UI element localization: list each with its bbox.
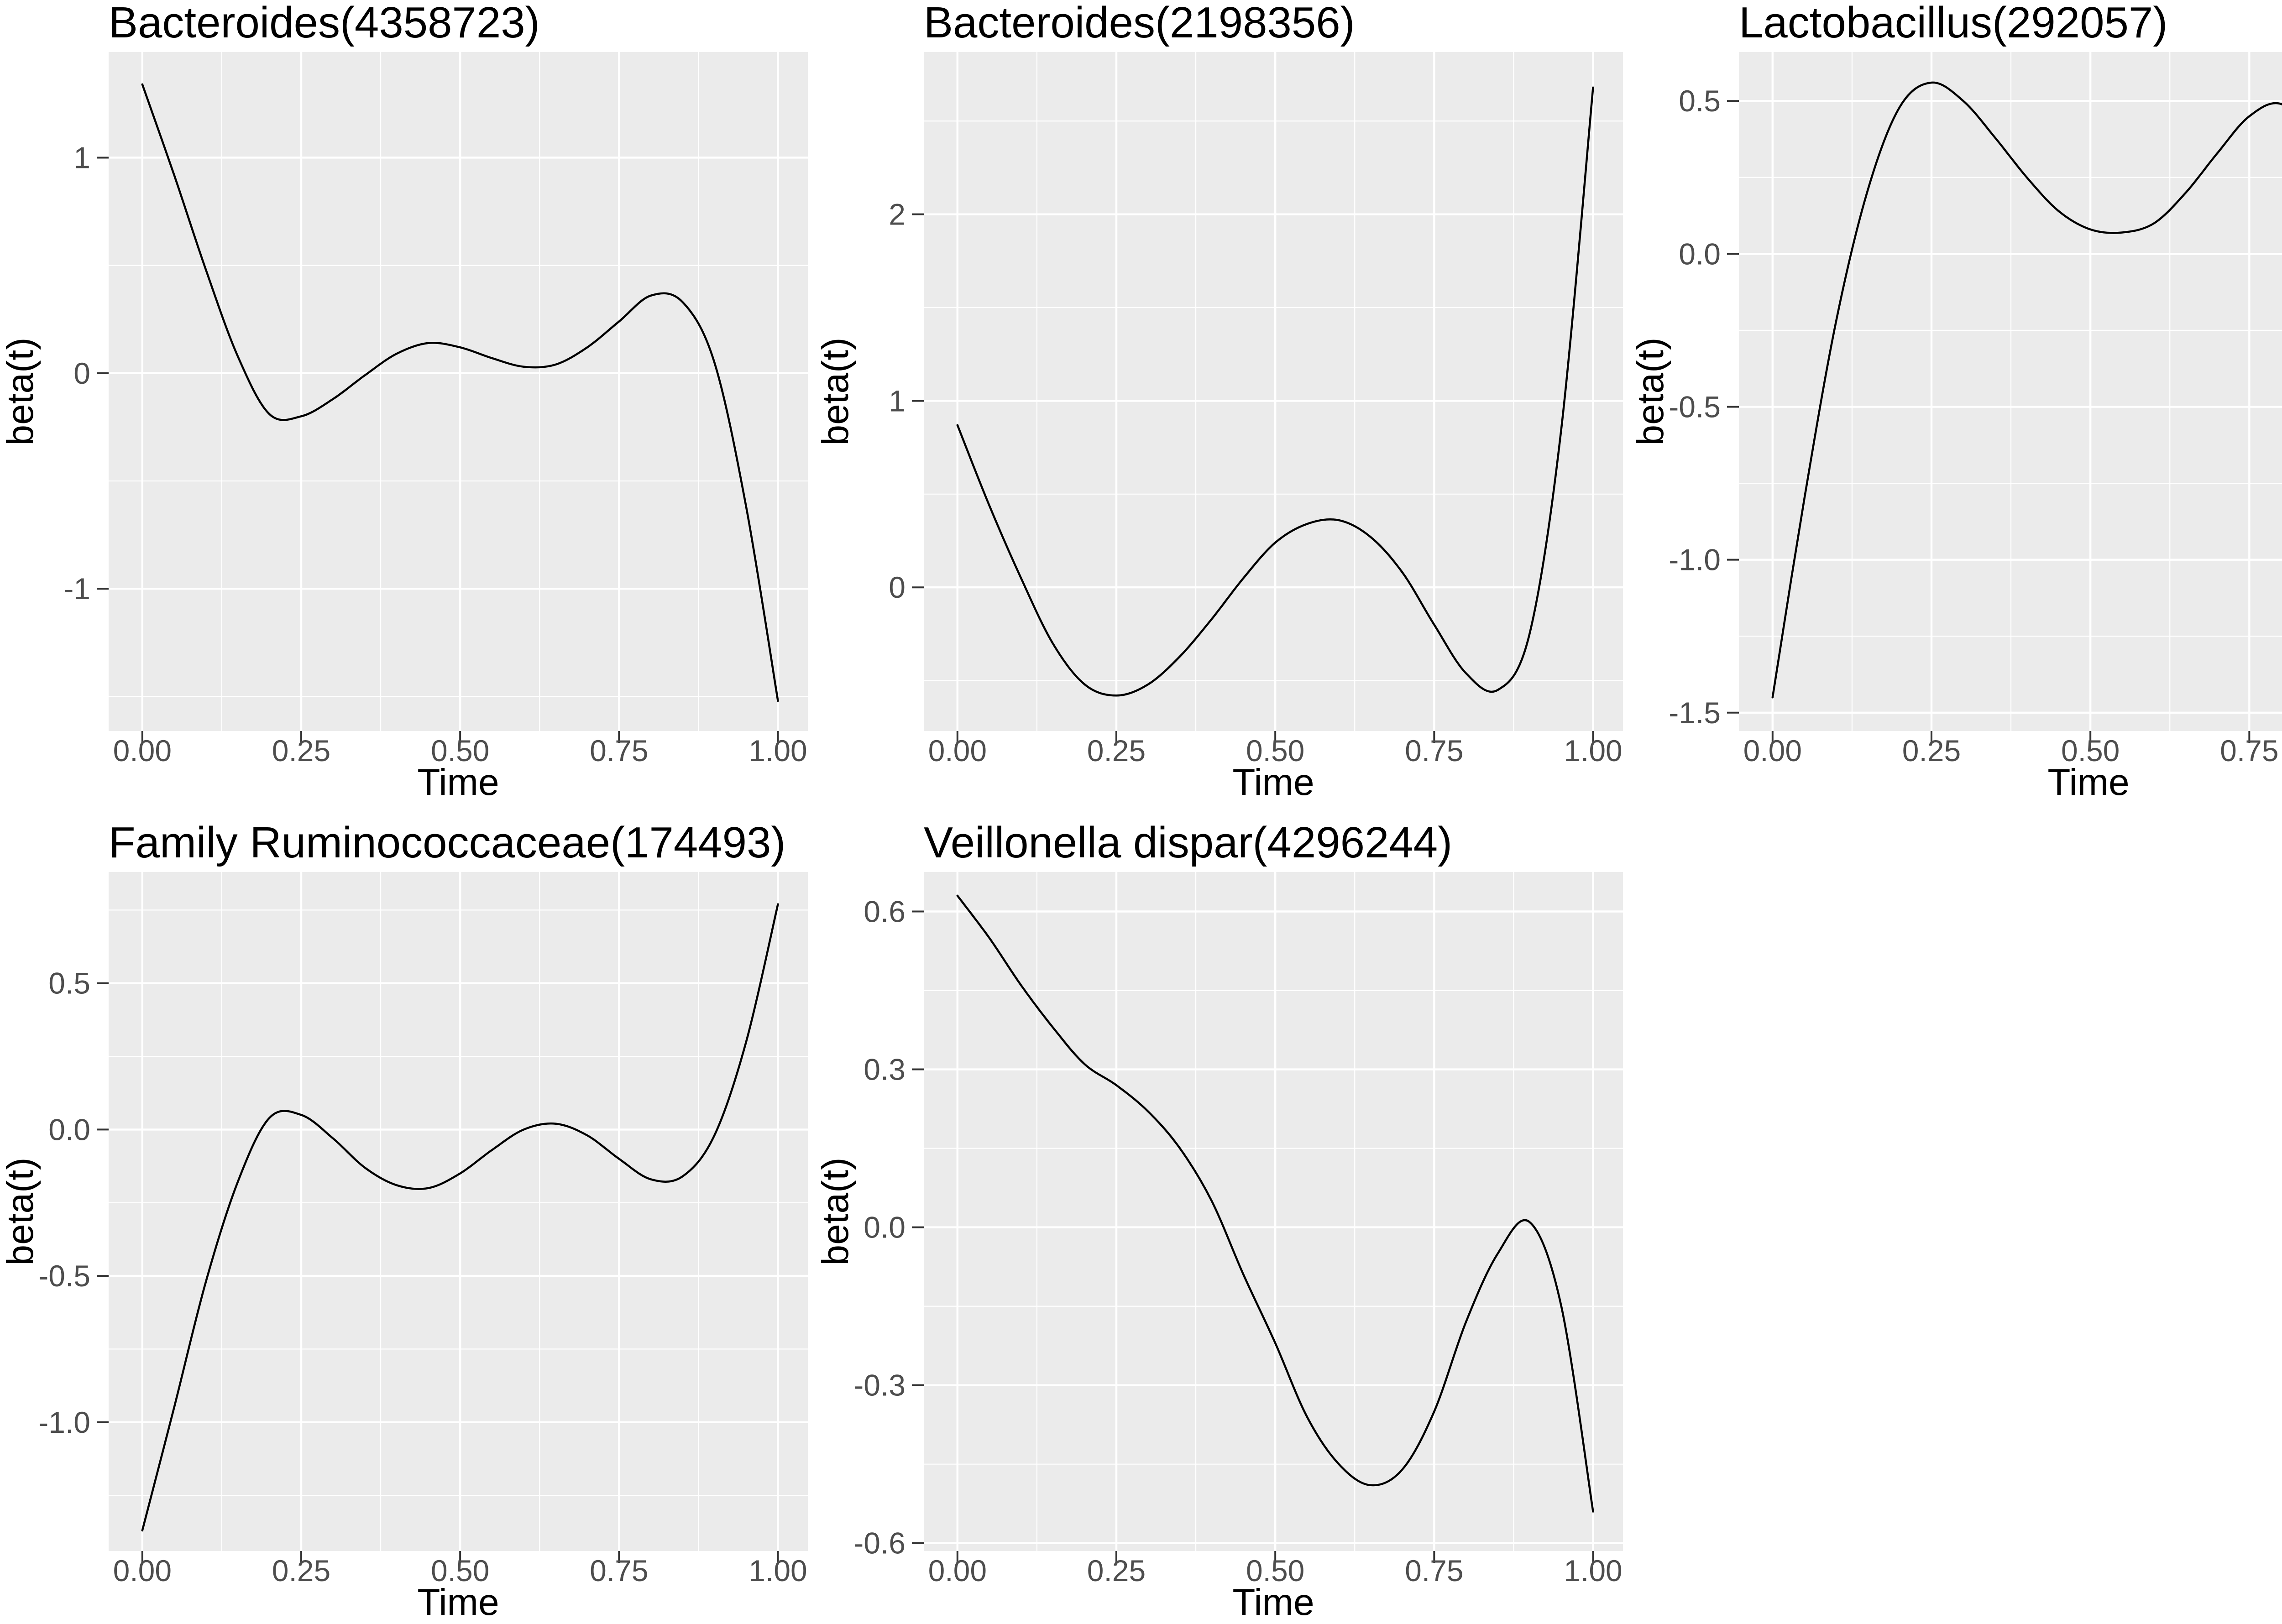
x-tick-label: 0.75 xyxy=(1405,1554,1463,1587)
chart-title: Family Ruminococcaceae(174493) xyxy=(109,818,786,867)
y-tick-label: 1 xyxy=(73,141,90,174)
x-tick-label: 0.00 xyxy=(113,734,172,768)
panel-background xyxy=(924,52,1623,731)
x-tick-label: 1.00 xyxy=(1564,734,1622,768)
x-tick-label: 0.25 xyxy=(272,734,330,768)
x-tick-label: 1.00 xyxy=(1564,1554,1622,1587)
panel-background xyxy=(109,52,808,731)
x-tick-label: 0.50 xyxy=(2061,734,2120,768)
y-tick-label: 1 xyxy=(889,384,905,418)
chart-title: Veillonella dispar(4296244) xyxy=(924,818,1453,867)
y-tick-label: -1.0 xyxy=(1669,543,1721,577)
y-tick-label: -0.5 xyxy=(38,1259,90,1293)
y-tick-label: -0.6 xyxy=(853,1526,905,1560)
y-tick-label: 0.0 xyxy=(864,1211,905,1244)
x-tick-label: 0.75 xyxy=(590,1554,648,1587)
plot-area: 0.000.250.500.751.00-1.5-1.0-0.50.00.5 xyxy=(1669,52,2282,768)
chart-bacteroides-2198356: Bacteroides(2198356) beta(t) 0.00 0.25 0.5… xyxy=(815,0,1631,808)
x-tick-label: 0.25 xyxy=(1087,1554,1146,1587)
y-tick-label: -1.0 xyxy=(38,1405,90,1439)
x-tick-label: 0.50 xyxy=(431,734,489,768)
chart-title: Bacteroides(2198356) xyxy=(924,0,1355,47)
empty-cell xyxy=(1630,808,2282,1616)
y-tick-label: 0.0 xyxy=(48,1112,90,1146)
y-tick-label: 0.5 xyxy=(1679,84,1721,118)
x-axis-title: Time xyxy=(417,1582,499,1623)
y-tick-label: 0.0 xyxy=(1679,237,1721,271)
beta-curve xyxy=(141,903,779,1532)
chart-bacteroides-4358723: Bacteroides(4358723) beta(t) 0.00 0.25 0.5… xyxy=(0,0,816,808)
panel-background xyxy=(109,872,808,1551)
y-tick-label: 0 xyxy=(889,570,905,604)
chart-title: Bacteroides(4358723) xyxy=(109,0,540,47)
x-tick-label: 0.00 xyxy=(113,1554,172,1587)
x-tick-label: 0.25 xyxy=(272,1554,330,1587)
plot-area: 0.00 0.25 0.50 0.75 1.00 -1 0 1 xyxy=(63,52,808,768)
chart-lactobacillus-292057: Lactobacillus(292057) beta(t) 0.00 0.25 0.… xyxy=(1630,0,2282,808)
y-tick-label: -1.5 xyxy=(1669,696,1721,730)
beta-curve xyxy=(1771,81,2282,699)
plot-area: 0.00 0.25 0.50 0.75 1.00 0 1 2 xyxy=(889,52,1623,768)
chart-veillonella-dispar-4296244: Veillonella dispar(4296244) beta(t) 0.00… xyxy=(815,808,1631,1623)
x-tick-label: 0.00 xyxy=(1743,734,1802,768)
x-tick-label: 1.00 xyxy=(748,734,807,768)
x-tick-label: 0.75 xyxy=(590,734,648,768)
x-tick-label: 0.00 xyxy=(928,1554,987,1587)
y-tick-label: 0.6 xyxy=(864,895,905,929)
x-tick-label: 0.25 xyxy=(1087,734,1146,768)
x-tick-label: 0.25 xyxy=(1902,734,1961,768)
beta-curve xyxy=(956,894,1594,1513)
panel-background xyxy=(924,872,1623,1551)
chart-family-ruminococcaceae-174493: Family Ruminococcaceae(174493) beta(t) 0… xyxy=(0,808,816,1623)
x-tick-label: 0.50 xyxy=(1246,1554,1304,1587)
plot-area: 0.00 0.25 0.50 0.75 1.00 -1.0 -0.5 0.0 0.5 xyxy=(38,872,808,1587)
y-tick-label: 0.5 xyxy=(48,966,90,1000)
y-tick-label: -0.5 xyxy=(1669,390,1721,424)
x-axis-title: Time xyxy=(417,762,499,803)
y-tick-label: -0.3 xyxy=(853,1368,905,1402)
x-axis-title: Time xyxy=(2047,762,2130,803)
y-tick-label: 2 xyxy=(889,198,905,231)
y-tick-label: 0 xyxy=(73,356,90,390)
x-axis-title: Time xyxy=(1232,762,1314,803)
x-tick-label: 0.50 xyxy=(1246,734,1304,768)
x-tick-label: 1.00 xyxy=(748,1554,807,1587)
x-tick-label: 0.00 xyxy=(928,734,987,768)
y-tick-label: -1 xyxy=(63,572,90,606)
beta-curve xyxy=(956,86,1594,697)
plot-area: 0.00 0.25 0.50 0.75 1.00 -0.6 -0.3 0.0 0.3 0.6 xyxy=(853,872,1623,1587)
x-tick-label: 0.75 xyxy=(1405,734,1463,768)
beta-curve xyxy=(141,83,779,702)
x-axis-title: Time xyxy=(1232,1582,1314,1623)
x-tick-label: 0.50 xyxy=(431,1554,489,1587)
chart-title: Lactobacillus(292057) xyxy=(1739,0,2168,47)
x-tick-label: 0.75 xyxy=(2220,734,2278,768)
y-tick-label: 0.3 xyxy=(864,1053,905,1086)
